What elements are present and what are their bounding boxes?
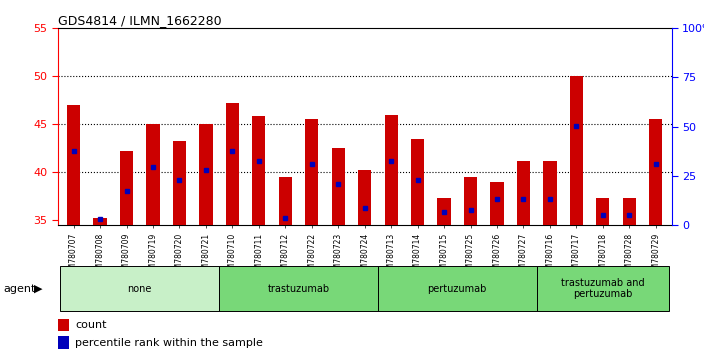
Text: trastuzumab: trastuzumab	[268, 284, 329, 293]
Bar	[173, 141, 186, 225]
Bar	[146, 124, 160, 225]
Bar	[543, 161, 557, 225]
Text: none: none	[127, 284, 152, 293]
Bar	[411, 138, 425, 225]
FancyBboxPatch shape	[219, 267, 378, 310]
Text: pertuzumab: pertuzumab	[427, 284, 487, 293]
Bar	[305, 119, 318, 225]
Bar	[517, 161, 530, 225]
Bar	[67, 105, 80, 225]
Bar	[252, 116, 265, 225]
Bar	[279, 177, 292, 225]
Text: ▶: ▶	[34, 284, 42, 293]
FancyBboxPatch shape	[536, 267, 669, 310]
Bar	[94, 218, 107, 225]
Text: percentile rank within the sample: percentile rank within the sample	[75, 338, 263, 348]
Bar	[491, 182, 503, 225]
FancyBboxPatch shape	[378, 267, 536, 310]
Bar	[58, 336, 69, 349]
Bar	[622, 198, 636, 225]
Bar	[384, 115, 398, 225]
Bar	[199, 124, 213, 225]
Bar	[437, 198, 451, 225]
Bar	[464, 177, 477, 225]
Bar	[358, 170, 371, 225]
Text: agent: agent	[4, 284, 36, 293]
Bar	[332, 148, 345, 225]
Text: GDS4814 / ILMN_1662280: GDS4814 / ILMN_1662280	[58, 14, 221, 27]
Text: trastuzumab and
pertuzumab: trastuzumab and pertuzumab	[561, 278, 645, 299]
Text: count: count	[75, 320, 106, 330]
Bar	[649, 119, 662, 225]
Bar	[570, 76, 583, 225]
Bar	[120, 151, 133, 225]
FancyBboxPatch shape	[61, 267, 219, 310]
Bar	[226, 103, 239, 225]
Bar	[58, 319, 69, 331]
Bar	[596, 198, 610, 225]
